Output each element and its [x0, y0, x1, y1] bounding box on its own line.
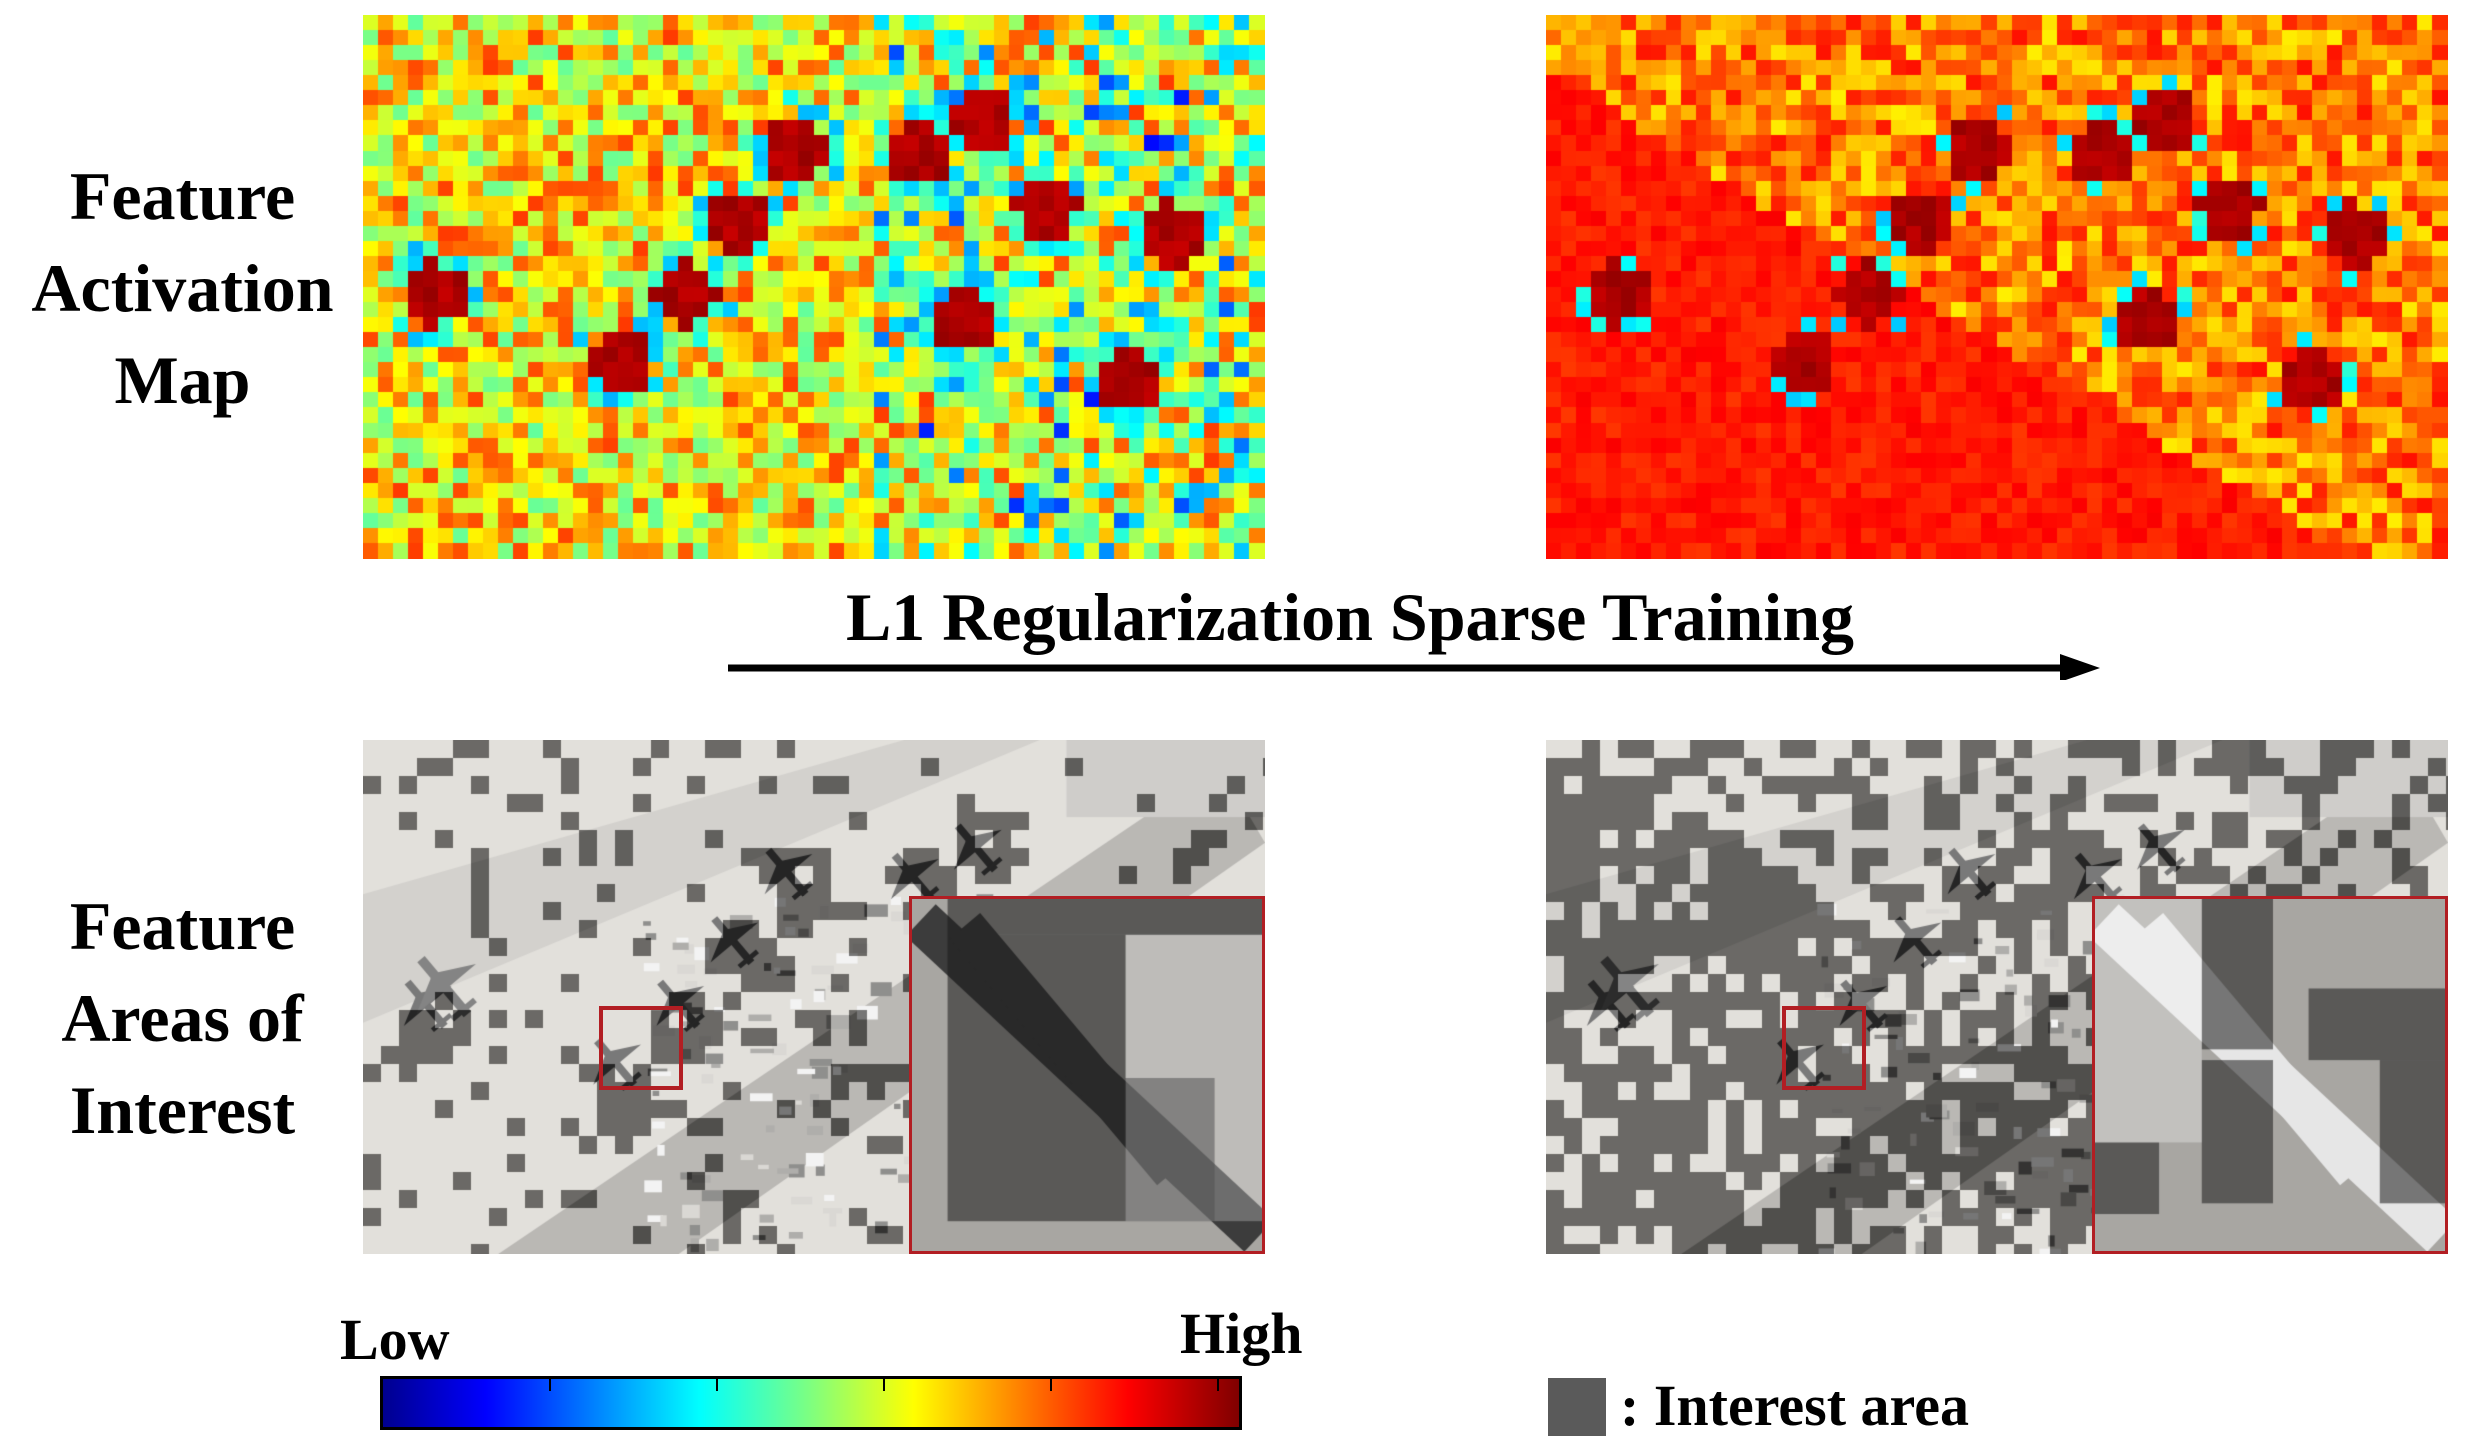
- colorbar-tick: [716, 1379, 718, 1391]
- activation-map-after: [1546, 15, 2448, 559]
- interest-area-swatch: [1548, 1378, 1606, 1436]
- training-arrow: [728, 654, 2100, 680]
- colorbar-tick: [549, 1379, 551, 1391]
- colorbar-low-label: Low: [340, 1307, 450, 1372]
- colorbar-high-label: High: [1180, 1301, 1303, 1366]
- row-label-feature-areas-of-interest: Feature Areas of Interest: [61, 888, 304, 1148]
- zoom-box-after: [1782, 1006, 1866, 1090]
- zoomed-airplane-after: [2095, 899, 2445, 1251]
- colorbar-tick: [1050, 1379, 1052, 1391]
- activation-heatmap-after: [1546, 15, 2448, 559]
- colorbar: [380, 1376, 1242, 1430]
- zoom-inset-before: [909, 896, 1265, 1254]
- activation-map-before: [363, 15, 1265, 559]
- zoom-box-before: [599, 1006, 683, 1090]
- activation-heatmap-before: [363, 15, 1265, 559]
- colorbar-tick: [1217, 1379, 1219, 1391]
- zoom-inset-after: [2092, 896, 2448, 1254]
- zoomed-airplane-before: [912, 899, 1262, 1251]
- row-label-feature-activation-map: Feature Activation Map: [31, 158, 334, 418]
- interest-areas-before: [363, 740, 1265, 1254]
- interest-area-legend: : Interest area: [1620, 1373, 1969, 1438]
- interest-areas-after: [1546, 740, 2448, 1254]
- arrow-label: L1 Regularization Sparse Training: [845, 579, 1855, 655]
- colorbar-tick: [883, 1379, 885, 1391]
